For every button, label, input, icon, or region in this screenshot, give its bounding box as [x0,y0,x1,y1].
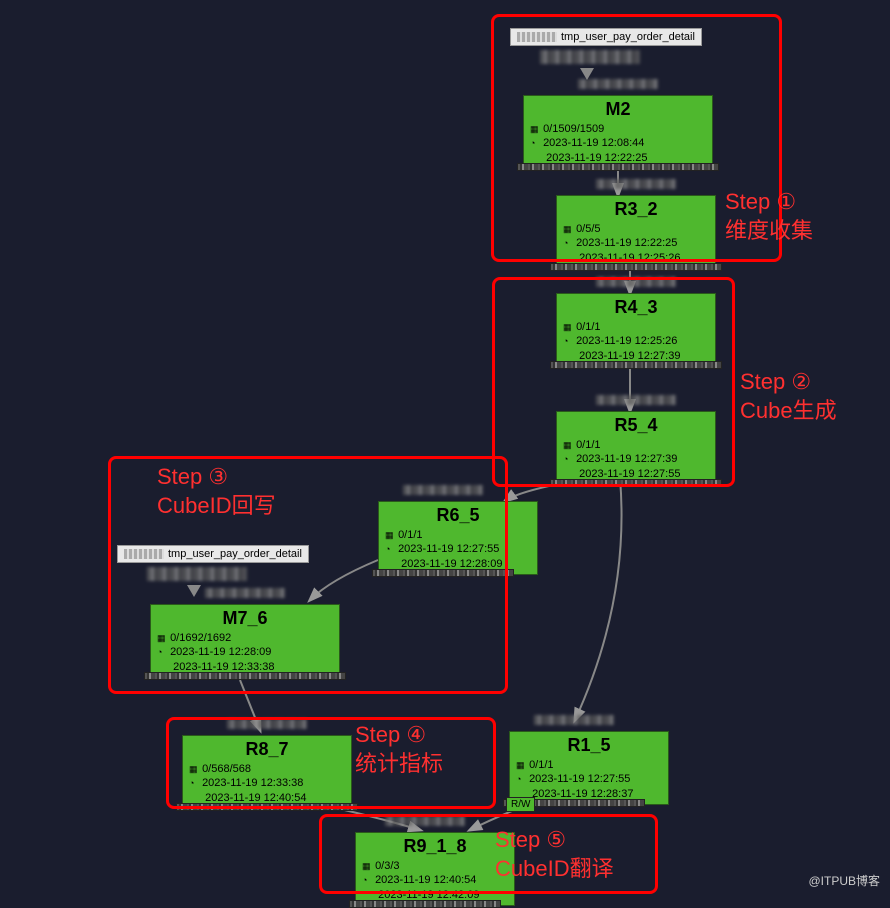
source-label: tmp_user_pay_order_detail [117,545,309,563]
node-time-start: ◔ 2023-11-19 12:27:55 [385,542,531,556]
node-title: R3_2 [563,199,709,220]
node-base [349,900,501,908]
node-count: ▦ 0/1509/1509 [530,122,706,136]
node-time-start: ◔ 2023-11-19 12:28:09 [157,645,333,659]
node-title: M7_6 [157,608,333,629]
node-title: R5_4 [563,415,709,436]
node-R4_3[interactable]: R4_3▦ 0/1/1◔ 2023-11-19 12:25:26 2023-11… [556,293,716,367]
source-label: tmp_user_pay_order_detail [510,28,702,46]
node-title: R4_3 [563,297,709,318]
step-label-2: Step ②Cube生成 [740,368,837,425]
node-count: ▦ 0/1/1 [385,528,531,542]
node-R3_2[interactable]: R3_2▦ 0/5/5◔ 2023-11-19 12:22:25 2023-11… [556,195,716,269]
node-count: ▦ 0/5/5 [563,222,709,236]
node-time-start: ◔ 2023-11-19 12:27:39 [563,452,709,466]
node-base [372,569,514,577]
node-count: ▦ 0/3/3 [362,859,508,873]
node-title: M2 [530,99,706,120]
node-M7_6[interactable]: M7_6▦ 0/1692/1692◔ 2023-11-19 12:28:09 2… [150,604,340,678]
node-R1_5[interactable]: R1_5▦ 0/1/1◔ 2023-11-19 12:27:55 2023-11… [509,731,669,805]
node-time-start: ◔ 2023-11-19 12:40:54 [362,873,508,887]
node-count: ▦ 0/1/1 [563,438,709,452]
node-R8_7[interactable]: R8_7▦ 0/568/568◔ 2023-11-19 12:33:38 202… [182,735,352,809]
node-title: R8_7 [189,739,345,760]
diagram-canvas: M2▦ 0/1509/1509◔ 2023-11-19 12:08:44 202… [0,0,890,895]
rw-badge: R/W [506,797,535,812]
node-base [550,361,722,369]
node-time-start: ◔ 2023-11-19 12:25:26 [563,334,709,348]
node-title: R9_1_8 [362,836,508,857]
watermark: @ITPUB博客 [808,872,880,889]
step-label-3: Step ③CubeID回写 [157,463,276,520]
node-R6_5[interactable]: R6_5▦ 0/1/1◔ 2023-11-19 12:27:55 2023-11… [378,501,538,575]
step-label-4: Step ④统计指标 [355,721,443,778]
node-base [517,163,719,171]
node-base [144,672,346,680]
node-count: ▦ 0/1/1 [563,320,709,334]
node-base [550,263,722,271]
node-count: ▦ 0/1/1 [516,758,662,772]
node-R5_4[interactable]: R5_4▦ 0/1/1◔ 2023-11-19 12:27:39 2023-11… [556,411,716,485]
node-time-start: ◔ 2023-11-19 12:22:25 [563,236,709,250]
node-title: R6_5 [385,505,531,526]
node-count: ▦ 0/1692/1692 [157,631,333,645]
node-title: R1_5 [516,735,662,756]
step-label-5: Step ⑤CubeID翻译 [495,826,614,883]
node-count: ▦ 0/568/568 [189,762,345,776]
node-time-start: ◔ 2023-11-19 12:33:38 [189,776,345,790]
node-time-start: ◔ 2023-11-19 12:27:55 [516,772,662,786]
node-base [176,803,358,811]
node-time-start: ◔ 2023-11-19 12:08:44 [530,136,706,150]
node-M2[interactable]: M2▦ 0/1509/1509◔ 2023-11-19 12:08:44 202… [523,95,713,169]
edge-layer [0,0,890,895]
step-label-1: Step ①维度收集 [725,188,813,245]
node-base [550,479,722,487]
